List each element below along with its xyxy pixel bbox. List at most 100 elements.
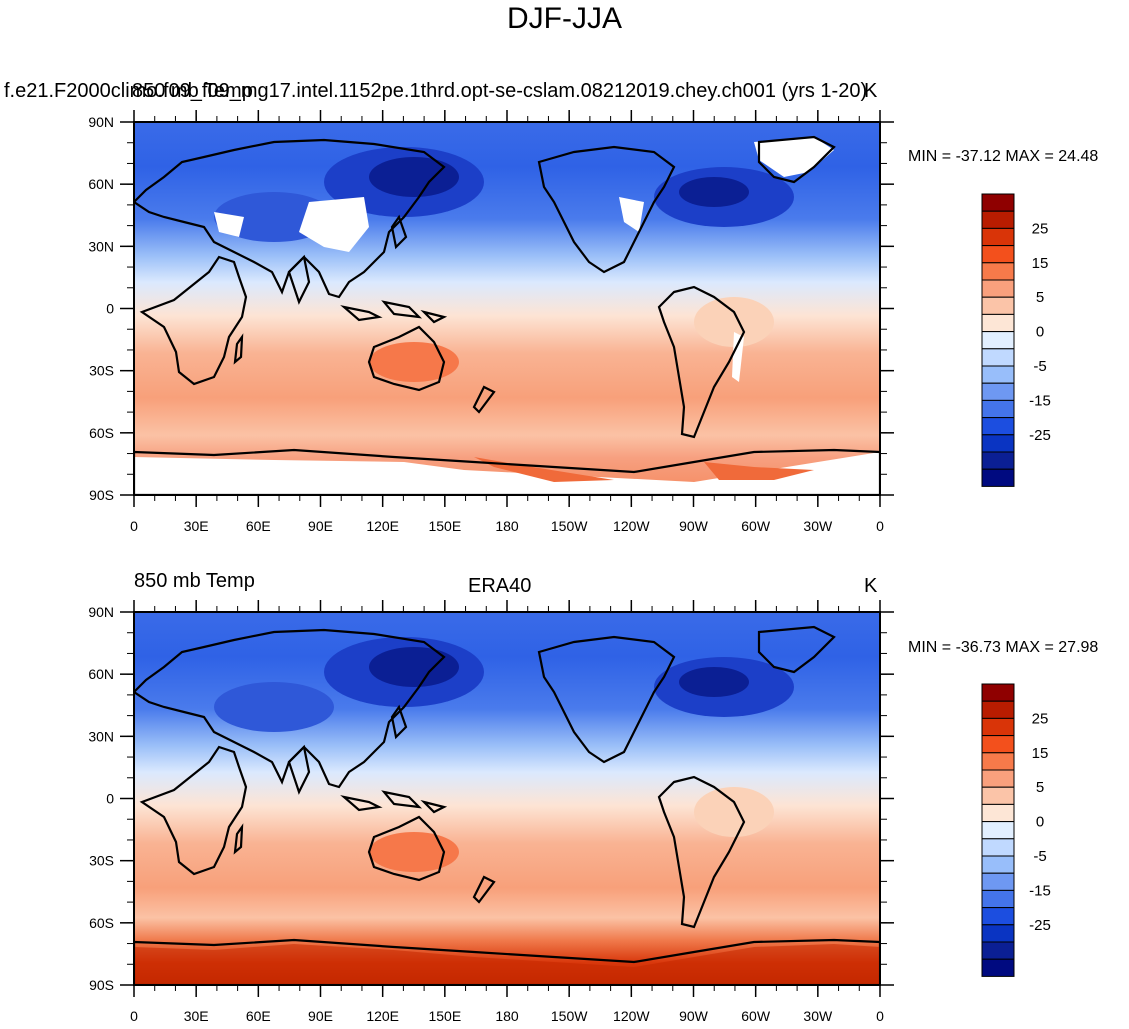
lat-label: 90S [89,977,114,993]
lon-label: 150E [428,1008,461,1024]
colorbar-swatch [981,227,1015,247]
panel-units: K [864,80,878,102]
colorbar-label: 25 [1032,220,1049,237]
colorbar-swatch [981,296,1015,315]
lon-label: 90E [308,1008,333,1024]
colorbar-panel-1: 25 15 5 0 -5 -15 -25 [981,193,1051,487]
lon-label: 120E [366,518,399,534]
colorbar-label: 5 [1036,289,1044,306]
lat-label: 60N [88,176,114,192]
colorbar-swatch [981,907,1015,926]
colorbar-swatch [981,451,1015,470]
axes-panel-2: 90N 60N 30N 0 30S 60S 90S 0 30E 60E 90E 120E 150E 180… [88,600,894,1024]
colorbar-swatch [981,717,1015,737]
colorbar-swatch [981,700,1015,719]
colorbar-label: -5 [1033,358,1046,375]
colorbar-swatch [981,803,1015,823]
lon-label: 90W [679,1008,709,1024]
colorbar-label: -15 [1029,882,1051,899]
lat-label: 90S [89,487,114,503]
colorbar-swatch [981,193,1015,212]
colorbar-swatch [981,262,1015,281]
lon-label: 90W [679,518,709,534]
lon-label: 0 [130,518,138,534]
colorbar-swatch [981,313,1015,333]
panel-left-string: 850 mb Temp [132,80,253,102]
colorbar-swatch [981,210,1015,229]
lat-label: 30S [89,363,114,379]
colorbar-swatch [981,941,1015,960]
colorbar-label: 5 [1036,779,1044,796]
missing-data-regions [134,137,880,495]
lon-label: 180 [495,1008,519,1024]
lat-label: 30N [88,238,114,254]
colorbar-swatch [981,279,1015,298]
lat-label: 60S [89,915,114,931]
colorbar-swatch [981,245,1015,264]
lon-label: 150E [428,518,461,534]
colorbar-panel-2: 25 15 5 0 -5 -15 -25 [981,683,1051,977]
colorbar-label: 15 [1032,745,1049,762]
lon-label: 60W [741,1008,771,1024]
colorbar-swatch [981,769,1015,788]
colorbar-swatch [981,821,1015,840]
colorbar-swatch [981,855,1015,874]
colorbar-swatch [981,382,1015,401]
lon-label: 90E [308,518,333,534]
colorbar-swatch [981,735,1015,754]
colorbar-swatch [981,683,1015,702]
colorbar-swatch [981,434,1015,453]
colorbar-swatch [981,786,1015,805]
panel-model: 850 mb Temp f.e21.F2000climo.f09_f09_mg1… [4,80,1099,165]
lon-label: 0 [876,518,884,534]
colorbar-label: -5 [1033,848,1046,865]
map-model [134,122,880,495]
colorbar-swatch [981,872,1015,891]
lon-label: 60E [246,1008,271,1024]
colorbar-swatch [981,331,1015,350]
colorbar-label: 0 [1036,814,1044,831]
colorbar-label: 25 [1032,710,1049,727]
lon-label: 120W [613,1008,650,1024]
lon-label: 180 [495,518,519,534]
lon-label: 0 [876,1008,884,1024]
lon-label: 60W [741,518,771,534]
lon-label: 30W [803,518,833,534]
lon-label: 30W [803,1008,833,1024]
colorbar-label: -25 [1029,917,1051,934]
lat-label: 0 [106,791,114,807]
colorbar-swatch [981,924,1015,943]
colorbar-swatch [981,417,1015,436]
colorbar-swatch [981,399,1015,419]
lat-label: 90N [88,114,114,130]
panel-case-name: f.e21.F2000climo.f09_f09_mg17.intel.1152… [4,80,868,102]
colorbar-swatch [981,958,1015,977]
lon-label: 150W [551,518,588,534]
lat-label: 90N [88,604,114,620]
lon-label: 30E [184,1008,209,1024]
lon-label: 60E [246,518,271,534]
lat-label: 0 [106,301,114,317]
lon-label: 30E [184,518,209,534]
colorbar-swatch [981,365,1015,384]
colorbar-label: -25 [1029,427,1051,444]
lon-label: 0 [130,1008,138,1024]
colorbar-label: -15 [1029,392,1051,409]
lat-label: 60S [89,425,114,441]
colorbar-label: 15 [1032,255,1049,272]
lon-label: 150W [551,1008,588,1024]
colorbar-swatch [981,838,1015,857]
axes-panel-1: 90N 60N 30N 0 30S 60S 90S 0 30E 60E 90E 120E 150E 180… [88,110,894,534]
colorbar-label: 0 [1036,324,1044,341]
colorbar-swatch [981,348,1015,367]
lon-label: 120W [613,518,650,534]
colorbar-swatch [981,752,1015,771]
panel-minmax: MIN = -37.12 MAX = 24.48 [908,148,1099,165]
lat-label: 30N [88,728,114,744]
lat-label: 30S [89,853,114,869]
figure-title: DJF-JJA [507,2,622,35]
lat-label: 60N [88,666,114,682]
map-obs [134,612,880,985]
colorbar-swatch [981,889,1015,909]
